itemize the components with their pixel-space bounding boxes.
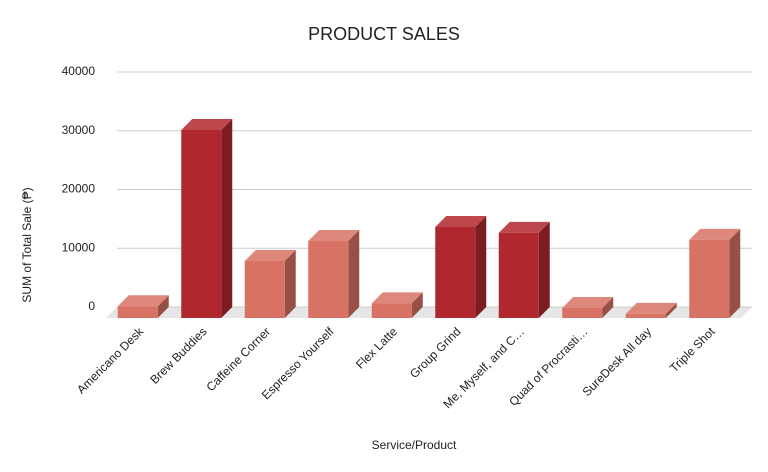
bar-side	[665, 302, 677, 318]
bar	[181, 130, 222, 318]
bar	[308, 241, 349, 318]
y-tick-label: 0	[88, 299, 95, 313]
bar-top	[117, 295, 169, 307]
bar-top	[689, 228, 741, 240]
x-tick-label: Brew Buddies	[147, 324, 209, 386]
x-tick-label: Americano Desk	[74, 324, 147, 397]
bar-top	[181, 119, 233, 130]
x-tick-label: SureDesk All day	[580, 324, 655, 399]
bar-top	[562, 297, 614, 309]
bar	[371, 303, 412, 318]
y-tick-label: 40000	[62, 64, 96, 78]
y-tick-label: 30000	[62, 123, 96, 137]
bar-side	[538, 221, 550, 318]
bar-top	[435, 215, 487, 227]
chart-title: PRODUCT SALES	[308, 24, 460, 44]
bar-side	[284, 250, 296, 318]
bar	[498, 232, 539, 318]
x-tick-label: Group Grind	[407, 324, 464, 381]
y-axis-label: SUM of Total Sale (₱)	[20, 187, 34, 302]
bar-side	[729, 228, 741, 318]
bar-top	[244, 250, 296, 262]
bar	[117, 306, 158, 318]
bar-top	[498, 221, 550, 233]
bar-side	[475, 215, 487, 318]
x-axis-label: Service/Product	[372, 438, 457, 452]
bar-top	[625, 302, 677, 314]
bar	[435, 226, 476, 318]
bar	[689, 239, 730, 318]
bar-side	[602, 297, 614, 318]
bar-side	[157, 295, 169, 318]
bar	[625, 313, 666, 318]
bar-side	[411, 292, 423, 318]
x-tick-label: Caffeine Corner	[203, 324, 273, 394]
y-tick-label: 20000	[62, 182, 96, 196]
bar	[244, 261, 285, 318]
x-tick-label: Flex Latte	[353, 324, 400, 371]
bar-top	[371, 292, 423, 304]
bar	[562, 308, 603, 318]
x-tick-label: Triple Shot	[667, 324, 718, 375]
y-tick-label: 10000	[62, 240, 96, 254]
bar-side	[221, 119, 233, 318]
bar-top	[308, 230, 360, 242]
bar-side	[348, 230, 360, 318]
